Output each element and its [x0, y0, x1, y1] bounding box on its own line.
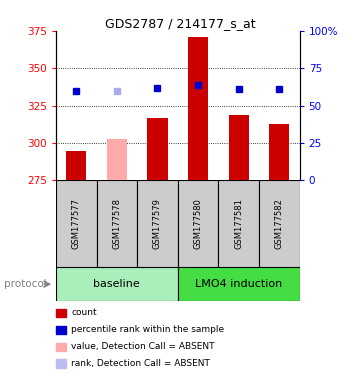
- Text: GSM177579: GSM177579: [153, 198, 162, 249]
- Text: baseline: baseline: [93, 279, 140, 289]
- Bar: [147, 118, 168, 180]
- Bar: [178, 180, 218, 267]
- Bar: [107, 139, 127, 180]
- Bar: [137, 180, 178, 267]
- Text: GSM177578: GSM177578: [112, 198, 121, 249]
- Bar: [56, 267, 178, 301]
- Bar: [56, 180, 97, 267]
- Bar: [66, 151, 86, 180]
- Text: percentile rank within the sample: percentile rank within the sample: [71, 325, 225, 334]
- Text: GSM177581: GSM177581: [234, 198, 243, 249]
- Text: GSM177580: GSM177580: [193, 198, 203, 249]
- Text: rank, Detection Call = ABSENT: rank, Detection Call = ABSENT: [71, 359, 210, 368]
- Text: protocol: protocol: [4, 279, 46, 289]
- Bar: [269, 124, 290, 180]
- Text: value, Detection Call = ABSENT: value, Detection Call = ABSENT: [71, 342, 215, 351]
- Text: GSM177577: GSM177577: [72, 198, 81, 249]
- Bar: [229, 114, 249, 180]
- Bar: [178, 267, 300, 301]
- Bar: [97, 180, 137, 267]
- Text: GDS2787 / 214177_s_at: GDS2787 / 214177_s_at: [105, 17, 256, 30]
- Bar: [259, 180, 300, 267]
- Text: LMO4 induction: LMO4 induction: [195, 279, 282, 289]
- Text: count: count: [71, 308, 97, 318]
- Bar: [188, 37, 208, 180]
- Bar: [218, 180, 259, 267]
- Text: GSM177582: GSM177582: [275, 198, 284, 249]
